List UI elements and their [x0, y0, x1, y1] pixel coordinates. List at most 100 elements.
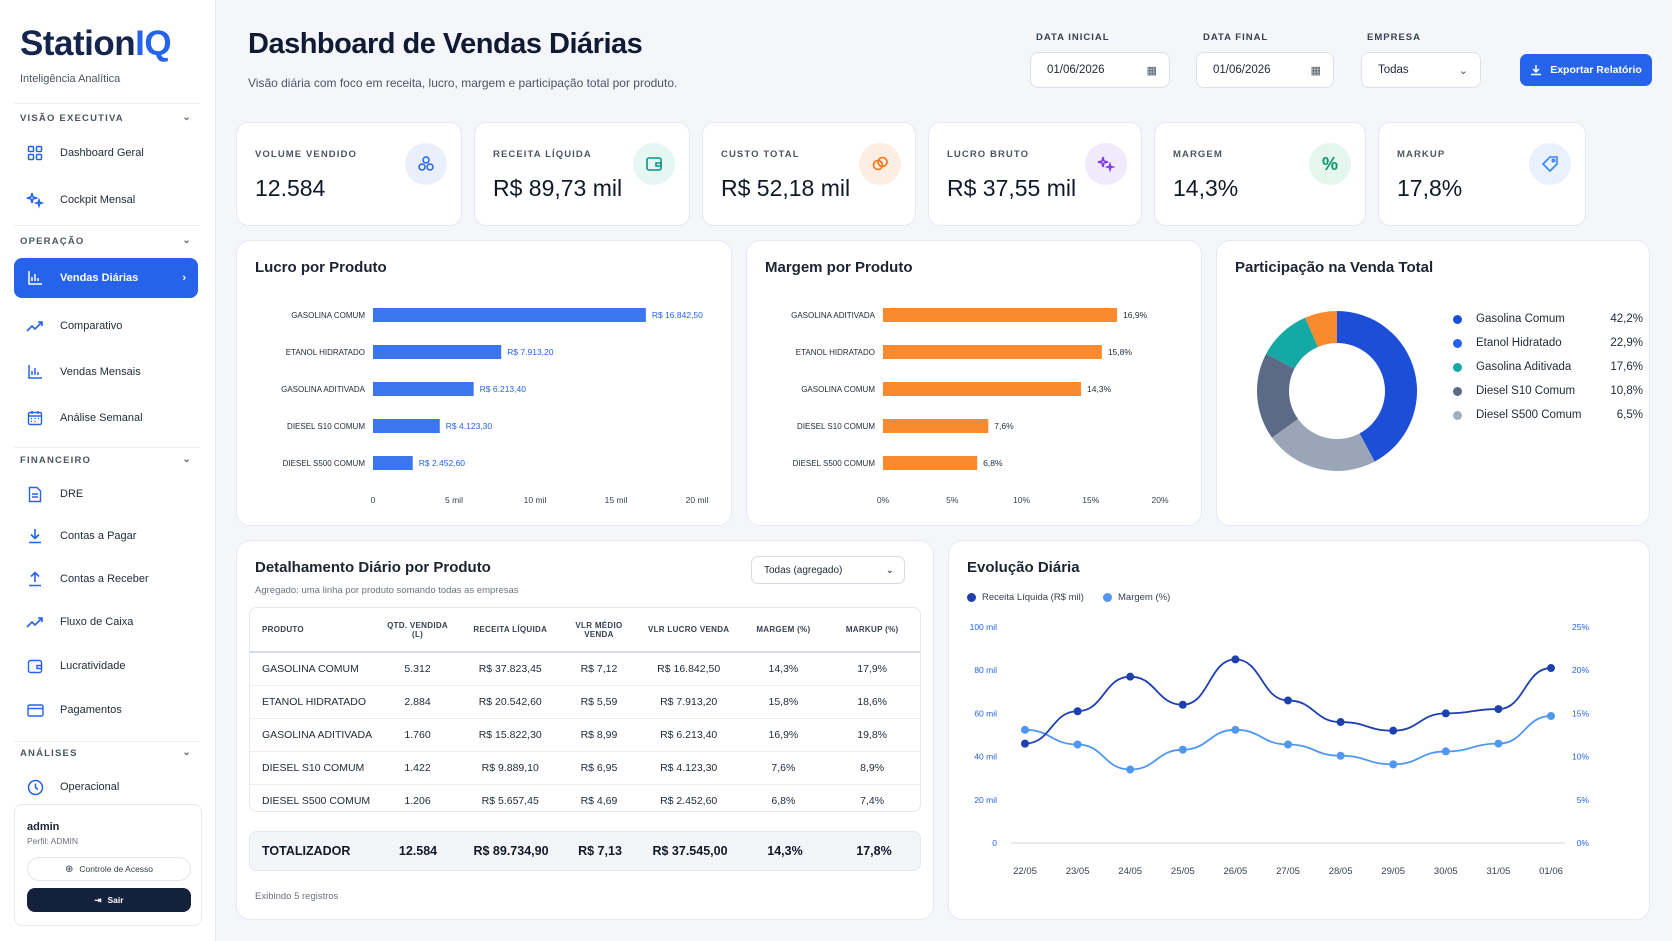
logout-button[interactable]: ⇥ Sair — [27, 888, 191, 912]
sidebar-item-label: Lucratividade — [60, 660, 126, 672]
margem-point — [1389, 760, 1398, 769]
table-cell: R$ 7,12 — [563, 652, 635, 686]
table-cell: R$ 7.913,20 — [634, 685, 743, 719]
start-date-label: DATA INICIAL — [1036, 32, 1110, 43]
x-tick-label: 01/06 — [1539, 866, 1563, 877]
table-subtitle: Agregado: uma linha por produto somando … — [255, 585, 519, 596]
table-footer: Exibindo 5 registros — [255, 891, 339, 902]
y-tick-label-right: 0% — [1577, 838, 1590, 848]
document-icon — [24, 483, 46, 505]
y-tick-label-left: 100 mil — [970, 622, 998, 632]
x-tick-label: 23/05 — [1066, 866, 1090, 877]
section-visao-executiva[interactable]: VISÃO EXECUTIVA ⌄ — [20, 112, 192, 124]
sidebar-item-dashboard-geral[interactable]: Dashboard Geral — [14, 133, 198, 173]
sidebar-item-comparativo[interactable]: Comparativo — [14, 306, 198, 346]
tick-label: 20% — [1151, 495, 1168, 505]
sidebar-item-contas-receber[interactable]: Contas a Receber — [14, 559, 198, 599]
end-date-field[interactable]: 01/06/2026 ▦ — [1196, 52, 1334, 88]
participacao-donut-chart — [1257, 311, 1417, 471]
category-label: ETANOL HIDRATADO — [286, 348, 365, 357]
sidebar-item-label: Vendas Diárias — [60, 272, 139, 284]
sidebar-item-analise-semanal[interactable]: Análise Semanal — [14, 398, 198, 438]
shield-icon: ⊕ — [64, 863, 74, 875]
tick-label: 0 — [371, 495, 376, 505]
sidebar-item-vendas-mensais[interactable]: Vendas Mensais — [14, 352, 198, 392]
sidebar-item-lucratividade[interactable]: Lucratividade — [14, 646, 198, 686]
totals-cell: 12.584 — [398, 844, 438, 858]
app-logo[interactable]: StationIQ — [20, 24, 172, 63]
end-date-label: DATA FINAL — [1203, 32, 1269, 43]
legend-dot — [1453, 410, 1462, 420]
section-financeiro[interactable]: FINANCEIRO ⌄ — [20, 454, 192, 466]
y-tick-label-left: 60 mil — [974, 708, 997, 718]
bar — [373, 382, 474, 396]
sidebar-item-dre[interactable]: DRE — [14, 474, 198, 514]
table-cell: 16,9% — [742, 718, 825, 752]
chart-title: Margem por Produto — [765, 259, 913, 276]
divider — [14, 225, 200, 226]
pie-slice — [1271, 418, 1375, 471]
access-control-button[interactable]: ⊕ Controle de Acesso — [27, 857, 191, 881]
card-icon — [24, 699, 46, 721]
section-analises[interactable]: ANÁLISES ⌄ — [20, 747, 192, 759]
sidebar-item-pagamentos[interactable]: Pagamentos — [14, 690, 198, 730]
legend-item: Diesel S500 Comum 6,5% — [1453, 406, 1643, 424]
receita-point — [1284, 696, 1292, 705]
page-subtitle: Visão diária com foco em receita, lucro,… — [248, 76, 678, 90]
y-tick-label-right: 10% — [1572, 752, 1589, 762]
table-cell: R$ 4.123,30 — [634, 751, 743, 785]
table-row: GASOLINA ADITIVADA 1.760 R$ 15.822,30 R$ 8,… — [250, 718, 920, 752]
table-row: DIESEL S500 COMUM 1.206 R$ 5.657,45 R$ 4,69… — [250, 784, 920, 811]
section-operacao[interactable]: OPERAÇÃO ⌄ — [20, 235, 192, 247]
company-select[interactable]: Todas ⌄ — [1361, 52, 1481, 88]
table-panel: Detalhamento Diário por Produto Agregado… — [236, 540, 934, 920]
table-cell: 1.760 — [377, 718, 458, 752]
download-icon — [24, 525, 46, 547]
totals-cell: R$ 37.545,00 — [652, 844, 728, 858]
totals-row: TOTALIZADOR 12.584 R$ 89.734,90 R$ 7,13 R$ 3… — [249, 831, 921, 871]
legend-dot — [1453, 386, 1462, 396]
trend-icon — [24, 611, 46, 633]
legend-item: Diesel S10 Comum 10,8% — [1453, 382, 1643, 400]
table-title: Detalhamento Diário por Produto — [255, 559, 491, 576]
sidebar-item-label: Comparativo — [60, 320, 123, 332]
chevron-down-icon: ⌄ — [182, 235, 192, 246]
y-tick-label-left: 40 mil — [974, 752, 997, 762]
x-tick-label: 25/05 — [1171, 866, 1195, 877]
data-label: R$ 4.123,30 — [446, 421, 493, 431]
chevron-right-icon: › — [182, 272, 186, 284]
sidebar-item-fluxo-caixa[interactable]: Fluxo de Caixa — [14, 602, 198, 642]
sidebar-item-cockpit-mensal[interactable]: Cockpit Mensal — [14, 180, 198, 220]
legend-label: Gasolina Aditivada — [1476, 361, 1572, 373]
chart-evolucao-panel: Evolução Diária Receita Líquida (R$ mil)… — [948, 540, 1650, 920]
data-label: R$ 7.913,20 — [507, 347, 554, 357]
category-label: ETANOL HIDRATADO — [796, 348, 875, 357]
product-table: PRODUTO QTD. VENDIDA (L) RECEITA LÍQUIDA VL… — [249, 607, 921, 812]
sidebar-item-label: Cockpit Mensal — [60, 194, 136, 206]
category-label: GASOLINA COMUM — [291, 311, 365, 320]
x-tick-label: 26/05 — [1224, 866, 1248, 877]
legend-label: Gasolina Comum — [1476, 313, 1565, 325]
legend-item: Etanol Hidratado 22,9% — [1453, 334, 1643, 352]
kpi-receita-liquida: RECEITA LÍQUIDA R$ 89,73 mil — [474, 122, 690, 226]
start-date-field[interactable]: 01/06/2026 ▦ — [1030, 52, 1170, 88]
aggregate-select[interactable]: Todas (agregado) ⌄ — [751, 556, 905, 584]
sidebar-item-label: Fluxo de Caixa — [60, 616, 134, 628]
calendar-icon: ▦ — [1310, 64, 1321, 77]
margem-point — [1441, 747, 1450, 756]
margem-point — [1284, 740, 1292, 749]
column-header: MARKUP (%) — [824, 608, 920, 653]
table-cell: R$ 20.542,60 — [457, 685, 564, 719]
column-header: VLR MÉDIO VENDA — [563, 608, 635, 653]
sidebar-item-vendas-diarias[interactable]: Vendas Diárias › — [14, 258, 198, 298]
table-cell: R$ 37.823,45 — [457, 652, 564, 686]
chart-title: Lucro por Produto — [255, 259, 387, 276]
table-cell: 19,8% — [824, 718, 920, 752]
percent-icon: % — [1309, 143, 1351, 185]
sidebar-item-contas-pagar[interactable]: Contas a Pagar — [14, 516, 198, 556]
sidebar-item-operacional[interactable]: Operacional — [14, 767, 198, 807]
column-header: RECEITA LÍQUIDA — [457, 608, 564, 653]
tick-label: 15 mil — [605, 495, 628, 505]
export-report-button[interactable]: Exportar Relatório — [1520, 54, 1652, 86]
table-cell: R$ 2.452,60 — [660, 794, 718, 807]
